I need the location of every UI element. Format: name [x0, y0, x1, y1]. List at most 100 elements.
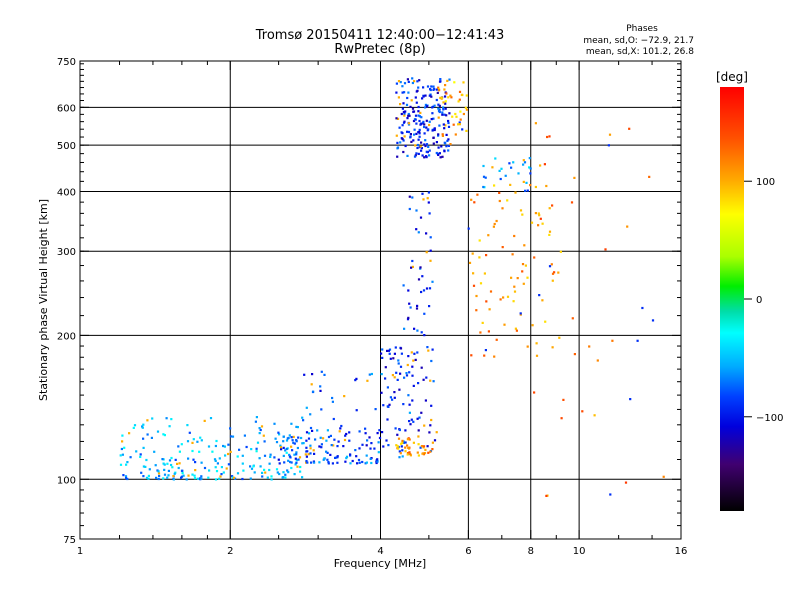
- data-point: [364, 427, 367, 430]
- data-point: [435, 151, 438, 155]
- data-point: [447, 138, 450, 141]
- data-point: [410, 266, 413, 269]
- data-point: [401, 91, 404, 94]
- data-point: [444, 95, 447, 98]
- data-point: [408, 451, 411, 454]
- data-point: [573, 176, 576, 179]
- data-point: [429, 88, 432, 91]
- data-point: [145, 476, 149, 479]
- data-point: [478, 256, 481, 259]
- data-point: [242, 469, 245, 472]
- data-point: [407, 114, 410, 117]
- data-point: [510, 166, 513, 169]
- data-point: [438, 124, 441, 127]
- data-point: [407, 91, 410, 94]
- data-point: [296, 426, 299, 429]
- data-point: [410, 351, 413, 354]
- data-point: [322, 458, 325, 461]
- data-point: [285, 447, 288, 451]
- data-point: [423, 424, 426, 427]
- data-point: [266, 476, 269, 479]
- phases-o-stats: mean, sd,O: −72.9, 21.7: [583, 36, 694, 46]
- data-point: [523, 161, 527, 164]
- data-point: [174, 458, 177, 461]
- data-point: [275, 468, 279, 471]
- axis-ticks: 1 2 4 6 8 10 16 75 100 200 300 400 500 600 750: [57, 57, 687, 557]
- data-point: [427, 191, 430, 194]
- data-point: [435, 141, 438, 144]
- data-point: [432, 88, 435, 91]
- data-point: [428, 212, 431, 215]
- data-point: [340, 424, 343, 428]
- data-point: [273, 456, 276, 459]
- data-point: [327, 435, 331, 439]
- data-point: [636, 339, 639, 342]
- data-point: [399, 452, 402, 455]
- data-point: [132, 426, 135, 429]
- data-point: [439, 78, 442, 81]
- data-point: [345, 457, 348, 460]
- data-point: [308, 432, 311, 435]
- data-point: [444, 102, 447, 105]
- data-point: [361, 443, 364, 446]
- data-point: [430, 418, 433, 422]
- data-point: [287, 459, 290, 462]
- data-point: [447, 149, 450, 152]
- data-point: [424, 139, 427, 142]
- data-point: [292, 435, 295, 438]
- data-point: [418, 132, 421, 135]
- data-point: [332, 417, 335, 421]
- data-point: [558, 336, 561, 339]
- data-point: [288, 434, 291, 437]
- data-point: [331, 396, 334, 400]
- data-point: [538, 214, 541, 217]
- data-point: [316, 429, 319, 432]
- data-point: [155, 476, 158, 479]
- data-point: [551, 272, 555, 275]
- data-point: [176, 462, 179, 465]
- data-point: [439, 96, 442, 99]
- data-point: [193, 474, 196, 477]
- data-point: [305, 406, 308, 409]
- data-point: [405, 372, 408, 375]
- data-point: [331, 400, 334, 403]
- data-point: [417, 86, 420, 89]
- data-point: [270, 475, 273, 478]
- data-point: [449, 94, 452, 97]
- data-point: [513, 234, 516, 238]
- data-point: [276, 471, 279, 474]
- data-point: [514, 191, 517, 194]
- data-point: [419, 446, 422, 449]
- data-point: [213, 458, 217, 461]
- data-point: [417, 429, 420, 432]
- data-point: [459, 110, 462, 113]
- data-point: [259, 465, 262, 468]
- data-point: [436, 91, 439, 94]
- data-point: [435, 431, 438, 434]
- data-point: [472, 272, 475, 275]
- data-point: [468, 261, 472, 264]
- data-point: [548, 233, 551, 236]
- data-point: [428, 149, 431, 152]
- data-point: [417, 231, 420, 234]
- data-point: [126, 461, 129, 464]
- data-point: [404, 450, 407, 453]
- data-point: [145, 458, 148, 462]
- data-point: [411, 265, 414, 268]
- data-point: [331, 462, 334, 465]
- data-point: [511, 253, 514, 256]
- data-point: [528, 166, 531, 169]
- data-point: [397, 96, 400, 99]
- data-point: [381, 348, 384, 351]
- data-point: [541, 299, 544, 302]
- data-point: [162, 462, 165, 465]
- data-point: [391, 374, 394, 377]
- data-point: [478, 239, 481, 242]
- data-point: [286, 469, 289, 472]
- data-point: [215, 470, 219, 473]
- data-point: [293, 453, 296, 456]
- data-point: [381, 356, 384, 359]
- data-point: [424, 448, 427, 451]
- data-point: [444, 107, 447, 110]
- data-point: [415, 122, 418, 125]
